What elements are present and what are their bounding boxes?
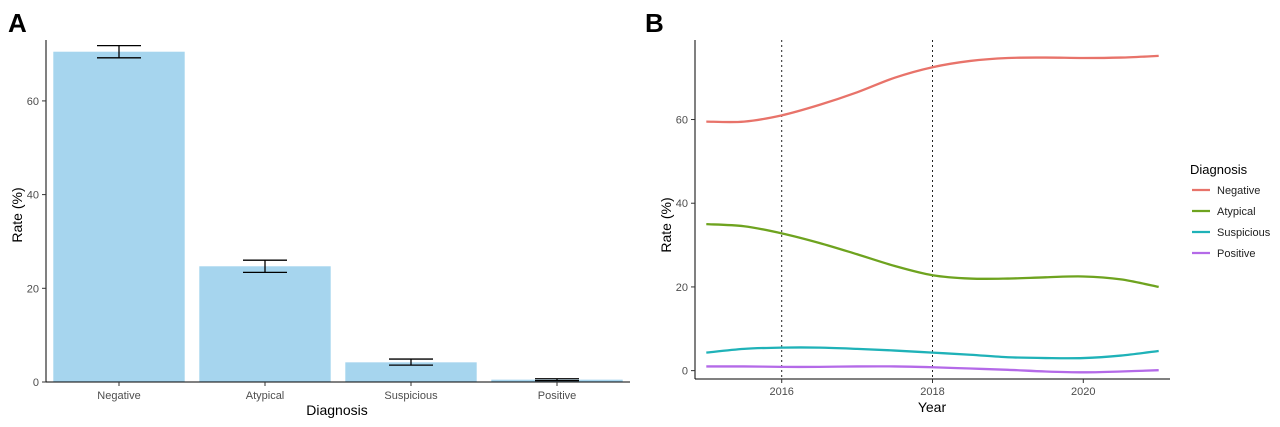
panel-b-y-axis-title: Rate (%) <box>658 197 674 252</box>
legend-label: Atypical <box>1217 206 1256 218</box>
error-bar-negative <box>97 44 141 59</box>
panel-a-bars <box>53 51 623 382</box>
panel-b-legend: Diagnosis Negative Atypical Suspicious Posi… <box>1190 162 1271 260</box>
error-bar-suspicious <box>389 358 433 366</box>
panel-a-y-axis-title: Rate (%) <box>9 187 25 242</box>
series-line-negative <box>706 54 1159 124</box>
legend-item-suspicious: Suspicious <box>1192 227 1271 239</box>
panel-a-x-ticks: Negative Atypical Suspicious Positive <box>97 382 576 402</box>
legend-item-atypical: Atypical <box>1192 206 1256 218</box>
y-tick-label: 60 <box>27 96 39 108</box>
panel-a-letter: A <box>8 8 27 38</box>
panel-a-y-ticks: 0 20 40 60 <box>27 96 46 389</box>
legend-label: Suspicious <box>1217 227 1271 239</box>
bar-negative <box>53 51 185 382</box>
panel-b-reference-lines <box>781 40 933 379</box>
legend-items: Negative Atypical Suspicious Positive <box>1192 185 1271 260</box>
panel-b-x-axis-title: Year <box>918 399 947 415</box>
series-line-suspicious <box>706 346 1159 360</box>
y-tick-label: 20 <box>676 282 688 294</box>
series-line-positive <box>706 365 1159 374</box>
panel-a-error-bars <box>97 44 579 382</box>
bar-atypical <box>199 266 331 382</box>
y-tick-label: 20 <box>27 283 39 295</box>
y-tick-label: 0 <box>682 366 688 378</box>
legend-label: Negative <box>1217 185 1260 197</box>
panel-b-letter: B <box>645 8 664 38</box>
x-tick-label: Suspicious <box>384 390 438 402</box>
x-tick-label: Positive <box>538 390 577 402</box>
panel-b-y-ticks: 0 20 40 60 <box>676 115 695 378</box>
panel-b-x-ticks: 2016 2018 2020 <box>769 379 1096 398</box>
y-tick-label: 40 <box>676 198 688 210</box>
y-tick-label: 0 <box>33 377 39 389</box>
x-tick-label: 2016 <box>769 386 793 398</box>
legend-title: Diagnosis <box>1190 162 1248 177</box>
x-tick-label: 2020 <box>1071 386 1095 398</box>
panel-a-axes <box>45 40 630 383</box>
series-line-atypical <box>706 222 1159 289</box>
x-tick-label: 2018 <box>920 386 944 398</box>
bar-suspicious <box>345 362 477 382</box>
legend-item-positive: Positive <box>1192 248 1256 260</box>
legend-label: Positive <box>1217 248 1256 260</box>
error-bar-positive <box>535 378 579 382</box>
panel-a-x-axis-title: Diagnosis <box>306 402 367 418</box>
y-tick-label: 40 <box>27 190 39 202</box>
error-bar-atypical <box>243 259 287 274</box>
x-tick-label: Atypical <box>246 390 285 402</box>
panel-b-series-lines <box>706 54 1159 374</box>
legend-item-negative: Negative <box>1192 185 1260 197</box>
x-tick-label: Negative <box>97 390 140 402</box>
y-tick-label: 60 <box>676 115 688 127</box>
